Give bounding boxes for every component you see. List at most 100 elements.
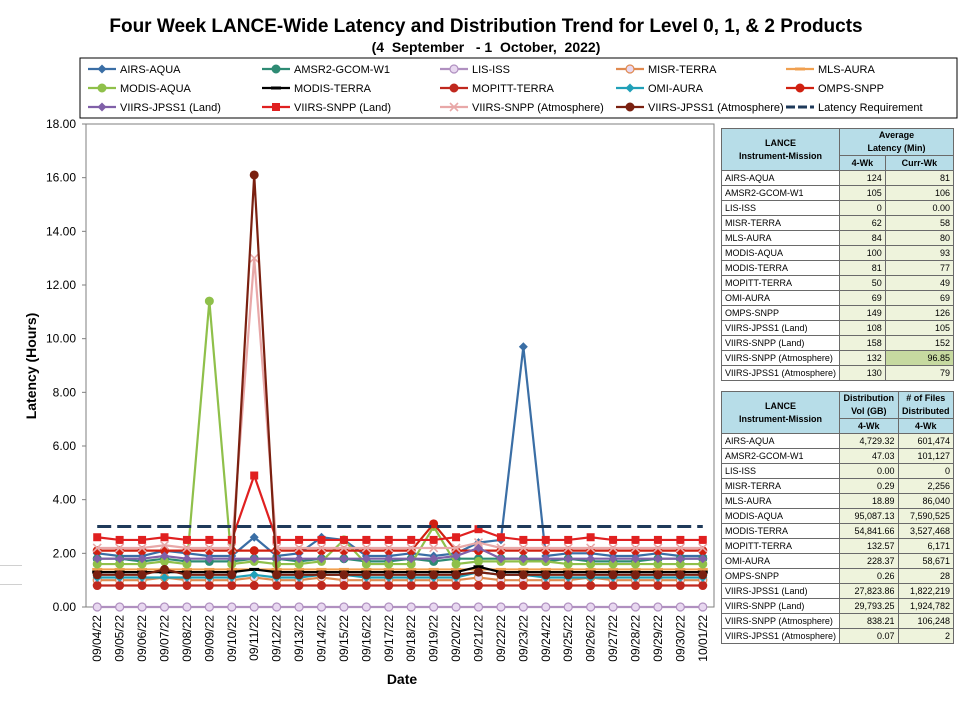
data-point: [496, 602, 506, 612]
data-point: [653, 535, 662, 544]
data-point: [428, 567, 439, 571]
legend-label: LIS-ISS: [472, 64, 510, 76]
distribution-files-value: 86,040: [897, 493, 955, 509]
distribution-volume-value: 0.00: [839, 463, 899, 479]
data-point: [698, 543, 708, 553]
distribution-header-instrument-line: Instrument-Mission: [739, 413, 823, 424]
y-tick-label: 12.00: [46, 278, 76, 292]
x-tick-label: 09/16/22: [359, 615, 373, 662]
data-point: [698, 535, 707, 544]
latency-currwk-value: 81: [884, 170, 955, 186]
series-line: [97, 571, 703, 579]
legend: AIRS-AQUA AMSR2-GCOM-W1 LIS-ISS MISR-TERRA M…: [79, 57, 958, 119]
data-point: [115, 543, 125, 553]
data-point: [204, 554, 214, 564]
series-line: [97, 258, 703, 550]
data-point: [608, 570, 618, 580]
data-point: [675, 567, 686, 571]
data-point: [451, 567, 462, 571]
data-point: [316, 543, 327, 553]
data-point: [429, 543, 439, 553]
instrument-name: LIS-ISS: [720, 200, 841, 216]
table-row: MODIS-TERRA 81 77: [720, 260, 955, 276]
data-point: [361, 602, 371, 612]
data-point: [383, 567, 394, 571]
data-point: [295, 535, 304, 544]
legend-label: MLS-AURA: [818, 64, 876, 76]
instrument-name: MOPITT-TERRA: [720, 538, 841, 554]
data-point: [249, 170, 259, 180]
data-point: [675, 581, 685, 591]
plot-area: [85, 123, 715, 608]
data-point: [272, 570, 282, 580]
distribution-header-volume-line: Distribution: [843, 393, 895, 403]
instrument-name: MISR-TERRA: [720, 215, 841, 231]
legend-item: AMSR2-GCOM-W1: [262, 64, 390, 76]
legend-label: AIRS-AQUA: [120, 64, 181, 76]
data-point: [406, 570, 416, 580]
instrument-name: MLS-AURA: [720, 493, 841, 509]
data-point: [563, 602, 573, 612]
data-point: [608, 581, 618, 591]
data-point: [204, 581, 214, 591]
latency-currwk-value: 0.00: [884, 200, 955, 216]
data-point: [182, 535, 191, 544]
legend-item: MLS-AURA: [786, 64, 876, 76]
instrument-name: MLS-AURA: [720, 230, 841, 246]
data-point: [586, 554, 596, 564]
distribution-files-value: 7,590,525: [897, 508, 955, 524]
latency-currwk-value: 79: [884, 365, 955, 381]
legend-item: AIRS-AQUA: [88, 64, 181, 76]
data-point: [249, 567, 260, 571]
data-point: [115, 602, 125, 612]
data-point: [474, 556, 483, 566]
distribution-files-value: 106,248: [897, 613, 955, 629]
table-header-row: LANCE Instrument-Mission Average Latency (M…: [720, 128, 954, 171]
data-point: [451, 602, 461, 612]
data-point: [294, 543, 304, 553]
series-13: [92, 170, 708, 580]
data-point: [159, 540, 170, 550]
data-point: [518, 570, 528, 580]
data-point: [204, 296, 214, 306]
data-point: [159, 602, 170, 612]
x-tick-label: 09/25/22: [561, 615, 575, 662]
latency-4wk-value: 100: [839, 245, 886, 261]
instrument-name: OMPS-SNPP: [720, 305, 841, 321]
latency-currwk-value: 126: [884, 305, 955, 321]
distribution-files-value: 0: [897, 463, 955, 479]
data-point: [452, 533, 461, 542]
table-row: MLS-AURA 18.89 86,040: [720, 493, 955, 509]
data-point: [608, 567, 619, 571]
x-tick-label: 09/08/22: [180, 615, 194, 662]
data-point: [361, 581, 371, 591]
data-point: [182, 581, 192, 591]
chart-axes: 0.00 2.00 4.00 6.00 8.00 10.00 12.00 14.00 16.00…: [46, 117, 715, 662]
data-point: [317, 581, 326, 591]
data-point: [205, 535, 214, 544]
table-row: MISR-TERRA 62 58: [720, 215, 955, 231]
data-point: [406, 543, 416, 553]
series-line: [97, 472, 703, 542]
data-point: [137, 602, 147, 612]
data-point: [316, 567, 327, 571]
latency-currwk-value: 69: [884, 290, 955, 306]
latency-currwk-value: 58: [884, 215, 955, 231]
data-point: [496, 581, 506, 591]
data-point: [114, 567, 125, 571]
data-point: [653, 570, 663, 580]
table-row: AMSR2-GCOM-W1 105 106: [720, 185, 955, 201]
table-row: MODIS-AQUA 95,087.13 7,590,525: [720, 508, 955, 524]
instrument-name: AIRS-AQUA: [720, 433, 841, 449]
data-point: [564, 535, 573, 544]
data-point: [406, 581, 416, 591]
data-point: [451, 570, 461, 580]
x-tick-label: 09/28/22: [629, 615, 643, 662]
legend-item: MODIS-AQUA: [88, 83, 192, 95]
data-point: [451, 581, 461, 591]
data-point: [474, 581, 483, 591]
legend-marker: [795, 83, 805, 93]
latency-col-currwk: Curr-Wk: [884, 155, 955, 171]
data-point: [384, 554, 394, 564]
data-point: [249, 554, 259, 564]
